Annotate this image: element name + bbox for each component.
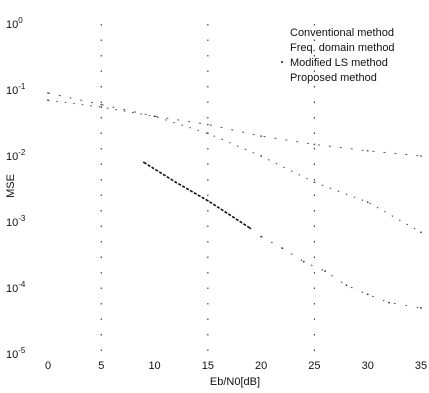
data-point bbox=[47, 92, 49, 94]
data-point bbox=[420, 306, 422, 309]
series-layer bbox=[47, 92, 422, 309]
y-tick-label: 10-2 bbox=[6, 148, 26, 163]
series-line bbox=[47, 99, 422, 233]
data-point bbox=[366, 293, 369, 296]
data-point bbox=[206, 132, 209, 135]
data-point bbox=[313, 181, 316, 184]
data-point bbox=[260, 155, 263, 157]
x-tick-label: 15 bbox=[202, 360, 214, 372]
data-point bbox=[228, 213, 231, 216]
data-point bbox=[366, 149, 369, 152]
data-point bbox=[345, 284, 348, 287]
legend-entry: Freq. domain method bbox=[290, 42, 395, 54]
x-tick-labels: 0 5 10 15 20 25 30 35 bbox=[45, 360, 427, 372]
x-tick-label: 10 bbox=[148, 360, 160, 372]
data-point bbox=[302, 260, 305, 263]
data-point bbox=[366, 201, 369, 204]
data-point bbox=[388, 301, 390, 304]
data-point bbox=[100, 106, 103, 109]
data-point bbox=[260, 135, 263, 138]
legend-entry: Modified LS method bbox=[290, 57, 388, 69]
x-tick-label: 30 bbox=[362, 360, 374, 372]
series-line bbox=[260, 236, 422, 309]
data-point bbox=[260, 235, 263, 238]
x-tick-label: 35 bbox=[415, 360, 427, 372]
data-point bbox=[206, 123, 209, 126]
legend-marker bbox=[281, 61, 283, 63]
y-axis-label: MSE bbox=[5, 174, 17, 198]
series-line bbox=[47, 92, 422, 157]
series-line bbox=[143, 161, 251, 230]
y-tick-label: 10-3 bbox=[6, 214, 26, 229]
x-tick-label: 0 bbox=[45, 360, 51, 372]
legend: Conventional method Freq. domain method Mo… bbox=[281, 27, 395, 84]
data-point bbox=[206, 199, 209, 202]
data-point bbox=[420, 155, 422, 157]
y-tick-label: 10-1 bbox=[6, 82, 26, 97]
y-tick-label: 10-4 bbox=[6, 280, 26, 295]
legend-entry: Conventional method bbox=[290, 27, 394, 39]
legend-entry: Proposed method bbox=[290, 72, 377, 84]
y-tick-label: 100 bbox=[6, 16, 23, 31]
x-tick-label: 5 bbox=[98, 360, 104, 372]
data-point bbox=[313, 143, 316, 146]
y-tick-labels: 100 10-1 10-2 10-3 10-4 10-5 bbox=[6, 16, 26, 361]
x-tick-label: 20 bbox=[255, 360, 267, 372]
data-point bbox=[420, 231, 422, 234]
x-tick-label: 25 bbox=[308, 360, 320, 372]
x-axis-label: Eb/N0[dB] bbox=[210, 376, 260, 388]
data-point bbox=[143, 161, 145, 164]
y-tick-label: 10-5 bbox=[6, 346, 26, 361]
data-point bbox=[100, 103, 103, 106]
data-point bbox=[249, 227, 252, 230]
data-point bbox=[324, 270, 326, 273]
grid-layer bbox=[100, 24, 316, 354]
data-point bbox=[174, 181, 177, 184]
data-point bbox=[47, 99, 49, 102]
data-point bbox=[281, 247, 284, 250]
data-point bbox=[153, 115, 156, 118]
